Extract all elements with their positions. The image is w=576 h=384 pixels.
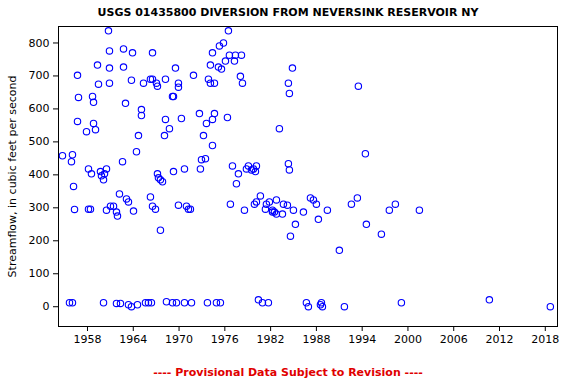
svg-text:1994: 1994 bbox=[348, 333, 376, 346]
svg-text:200: 200 bbox=[29, 234, 50, 247]
svg-text:1982: 1982 bbox=[257, 333, 285, 346]
svg-text:0: 0 bbox=[43, 300, 50, 313]
svg-text:1958: 1958 bbox=[73, 333, 101, 346]
svg-text:1976: 1976 bbox=[211, 333, 239, 346]
svg-text:800: 800 bbox=[29, 37, 50, 50]
html-text:---- Provisional Data Subject: ---- Provisional Data Subject to Revisio… bbox=[153, 366, 423, 379]
svg-text:2012: 2012 bbox=[486, 333, 514, 346]
svg-text:400: 400 bbox=[29, 168, 50, 181]
svg-text:1964: 1964 bbox=[119, 333, 147, 346]
svg-text:1970: 1970 bbox=[165, 333, 193, 346]
svg-text:Streamflow, in cubic feet per: Streamflow, in cubic feet per second bbox=[6, 76, 19, 278]
svg-text:1988: 1988 bbox=[302, 333, 330, 346]
svg-text:100: 100 bbox=[29, 267, 50, 280]
svg-text:2000: 2000 bbox=[394, 333, 422, 346]
svg-text:2006: 2006 bbox=[440, 333, 468, 346]
html-text:USGS 01435800 DIVERSION FROM N: USGS 01435800 DIVERSION FROM NEVERSINK R… bbox=[97, 6, 479, 19]
svg-text:600: 600 bbox=[29, 102, 50, 115]
svg-text:300: 300 bbox=[29, 201, 50, 214]
svg-text:2018: 2018 bbox=[531, 333, 559, 346]
svg-text:700: 700 bbox=[29, 69, 50, 82]
svg-text:500: 500 bbox=[29, 135, 50, 148]
